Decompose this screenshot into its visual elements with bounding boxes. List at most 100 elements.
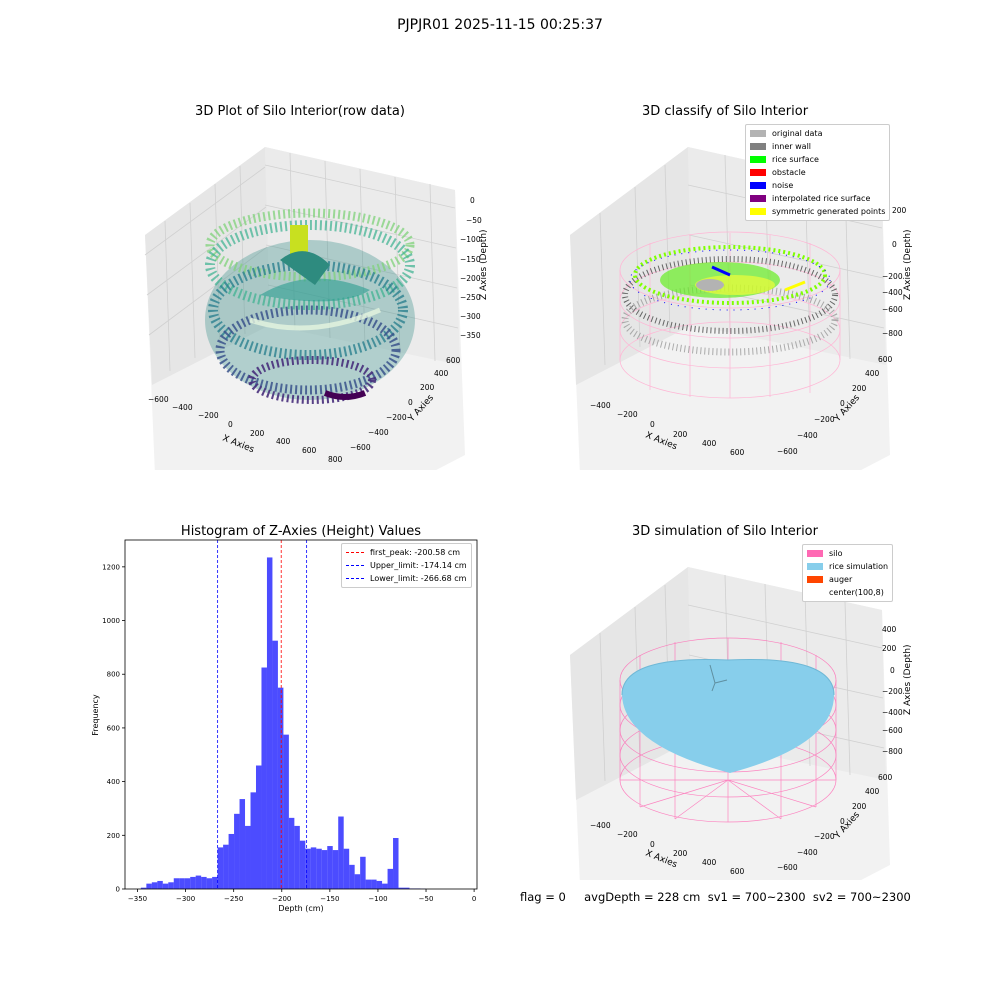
- legend-line: [346, 565, 364, 566]
- sim-x-tick: −400: [590, 821, 611, 830]
- histogram-bar: [184, 878, 191, 889]
- sim-y-tick: 400: [865, 787, 880, 796]
- legend-label: Upper_limit: -174.14 cm: [370, 561, 467, 570]
- histogram-legend: first_peak: -200.58 cm Upper_limit: -174…: [341, 543, 472, 588]
- legend-entry: rice surface: [750, 153, 885, 166]
- histogram-bar: [173, 878, 180, 889]
- legend-swatch: [807, 563, 823, 570]
- raw-x-tick: 0: [228, 420, 233, 429]
- histogram-y-tick-label: 400: [107, 778, 120, 786]
- raw-y-tick: −400: [368, 428, 389, 437]
- raw-y-tick: 600: [446, 356, 461, 365]
- classify-z-ticks: 200 0 −200 −400 −600 −800: [882, 206, 907, 338]
- histogram-bar: [310, 847, 317, 889]
- legend-swatch: [807, 550, 823, 557]
- histogram-bar: [212, 876, 218, 889]
- classify-point-cloud: [621, 245, 839, 356]
- classify-legend: original data inner wall rice surface ob…: [745, 124, 891, 221]
- raw-x-tick: −600: [148, 395, 169, 404]
- histogram-bar: [250, 792, 256, 889]
- legend-label: obstacle: [772, 168, 806, 177]
- sim-y-tick: −400: [797, 848, 818, 857]
- legend-label: rice simulation: [829, 562, 889, 571]
- raw-z-tick: −250: [460, 293, 481, 302]
- sim-z-tick: 0: [890, 666, 895, 675]
- classify-x-tick: −400: [590, 401, 611, 410]
- legend-swatch: [750, 156, 766, 163]
- legend-line: [346, 552, 364, 553]
- classify-y-tick: −400: [797, 431, 818, 440]
- histogram-bar: [162, 883, 169, 889]
- histogram-y-tick-label: 1200: [102, 563, 120, 571]
- raw-y-ticks: −600 −400 −200 0 200 400 600: [350, 356, 461, 452]
- histogram-y-tick-label: 0: [116, 886, 120, 894]
- histogram-bar: [387, 868, 394, 889]
- legend-swatch: [750, 195, 766, 202]
- histogram-bar: [371, 879, 377, 889]
- raw-point-cloud: [205, 208, 415, 404]
- raw-z-tick: −350: [460, 331, 481, 340]
- sim-y-tick: −600: [777, 863, 798, 872]
- histogram-x-tick-label: −50: [419, 895, 434, 903]
- classify-z-tick: −200: [882, 272, 903, 281]
- figure-title: PJPJR01 2025-11-15 00:25:37: [397, 17, 603, 33]
- sim-legend: silo rice simulation auger center(100,8): [802, 544, 894, 602]
- sim-y-ticks: −600 −400 −200 0 200 400 600: [777, 773, 893, 872]
- histogram-x-tick-label: −150: [320, 895, 339, 903]
- legend-label: center(100,8): [829, 588, 884, 597]
- histogram-bar: [168, 882, 174, 889]
- legend-entry: silo: [807, 547, 888, 560]
- sim-z-tick: −600: [882, 726, 903, 735]
- classify-x-tick: 0: [650, 420, 655, 429]
- raw-y-tick: −200: [386, 413, 407, 422]
- classify-y-tick: −600: [777, 447, 798, 456]
- sim-y-tick: 600: [878, 773, 893, 782]
- histogram-bar: [179, 878, 185, 889]
- raw-z-tick: −200: [460, 274, 481, 283]
- histogram-reference-lines: [217, 540, 308, 889]
- legend-entry: original data: [750, 127, 885, 140]
- legend-entry: Lower_limit: -266.68 cm: [346, 572, 467, 585]
- histogram-bar: [266, 557, 273, 889]
- classify-y-tick: 0: [840, 399, 845, 408]
- histogram-bar: [343, 848, 350, 889]
- legend-label: symmetric generated points: [772, 207, 886, 216]
- histogram-y-tick-label: 600: [107, 724, 120, 732]
- histogram-bar: [228, 833, 235, 889]
- histogram-bar: [321, 850, 328, 889]
- sim-z-label: Z Axies (Depth): [903, 644, 913, 715]
- raw-z-ticks: 0 −50 −100 −150 −200 −250 −300 −350: [460, 196, 482, 340]
- sim-x-tick: −200: [617, 830, 638, 839]
- histogram-y-ticks: 0 200 400 600 800 1000 1200: [102, 563, 125, 894]
- histogram-bar: [146, 883, 152, 889]
- raw-y-tick: 400: [434, 369, 449, 378]
- histogram-bar: [360, 856, 366, 889]
- histogram-bar: [283, 734, 289, 889]
- legend-label: Lower_limit: -266.68 cm: [370, 574, 467, 583]
- raw-x-tick: −400: [172, 403, 193, 412]
- sim-y-tick: 200: [852, 802, 867, 811]
- legend-entry: auger: [807, 573, 888, 586]
- histogram-title: Histogram of Z-Axies (Height) Values: [180, 524, 422, 539]
- legend-swatch: [807, 576, 823, 583]
- classify-plot-title: 3D classify of Silo Interior: [641, 104, 809, 119]
- sim-x-tick: 0: [650, 840, 655, 849]
- sim-auger: [709, 664, 728, 692]
- raw-x-tick: 400: [276, 437, 291, 446]
- histogram-bar: [294, 825, 300, 889]
- histogram-x-ticks: −350 −300 −250 −200 −150 −100 −50 0: [128, 889, 476, 903]
- histogram-bar: [157, 880, 163, 889]
- classify-z-tick: −400: [882, 288, 903, 297]
- legend-entry: interpolated rice surface: [750, 192, 885, 205]
- histogram-bar: [201, 876, 207, 889]
- histogram-y-tick-label: 1000: [102, 617, 120, 625]
- legend-entry: center(100,8): [807, 586, 888, 599]
- histogram-bar: [316, 848, 322, 889]
- classify-x-tick: −200: [617, 410, 638, 419]
- histogram-x-label: Depth (cm): [278, 904, 323, 913]
- raw-x-tick: −200: [198, 411, 219, 420]
- raw-z-label: Z Axies (Depth): [479, 229, 489, 300]
- classify-z-tick: 0: [892, 240, 897, 249]
- raw-z-tick: −100: [460, 235, 481, 244]
- sim-z-tick: 400: [882, 625, 897, 634]
